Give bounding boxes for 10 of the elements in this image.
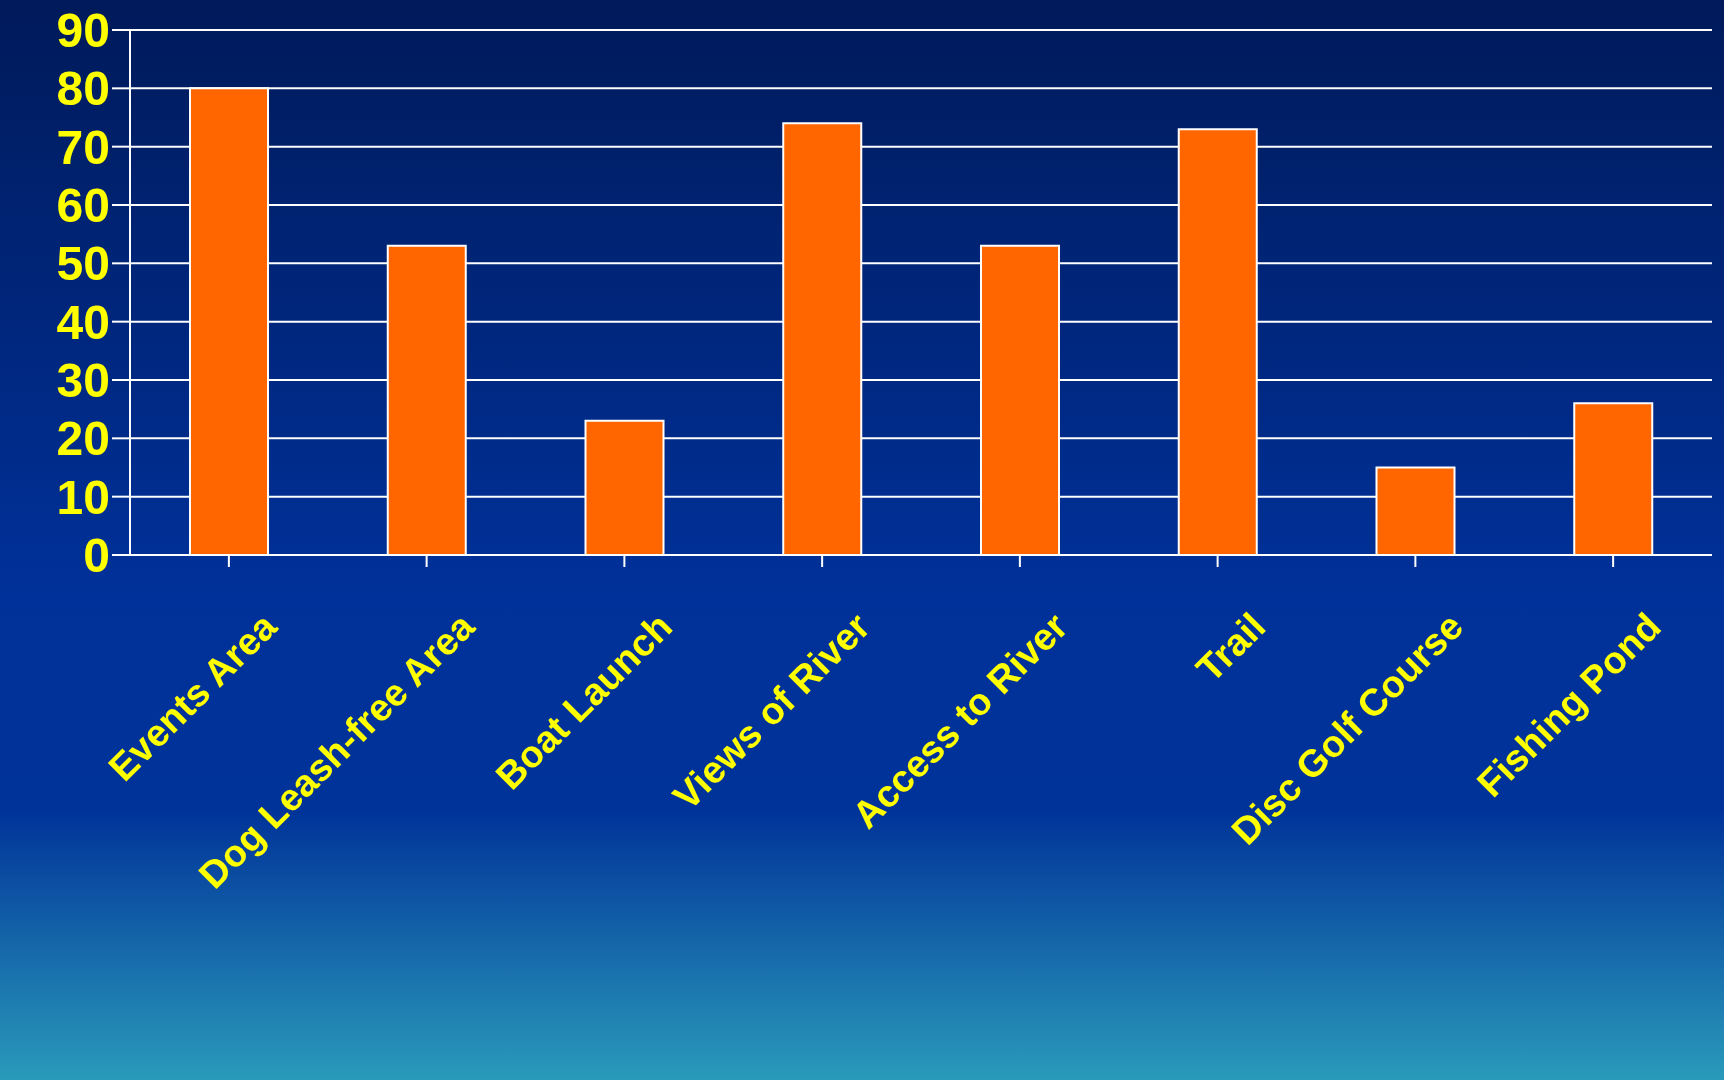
y-tick-label: 90 bbox=[56, 4, 110, 58]
y-tick-label: 40 bbox=[56, 295, 110, 349]
y-tick-label: 0 bbox=[83, 529, 110, 583]
y-tick-label: 50 bbox=[56, 237, 110, 291]
y-tick-label: 30 bbox=[56, 354, 110, 408]
y-tick-label: 60 bbox=[56, 179, 110, 233]
y-tick-label: 80 bbox=[56, 62, 110, 116]
y-tick-label: 10 bbox=[56, 470, 110, 524]
y-tick-label: 20 bbox=[56, 412, 110, 466]
y-tick-label: 70 bbox=[56, 120, 110, 174]
